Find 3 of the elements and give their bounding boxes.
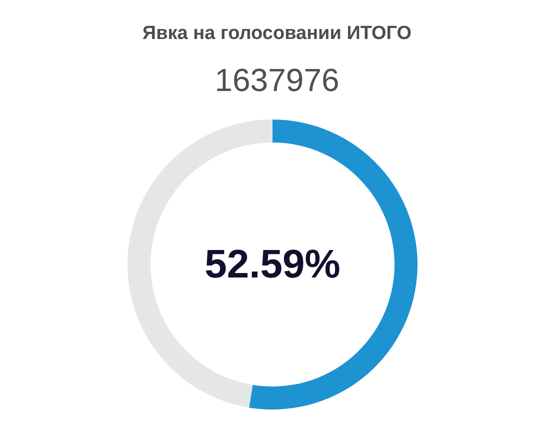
chart-title: Явка на голосовании ИТОГО [142,23,412,44]
text: 52.59% [204,242,340,286]
chart-subtitle: 1637976 [214,62,340,98]
